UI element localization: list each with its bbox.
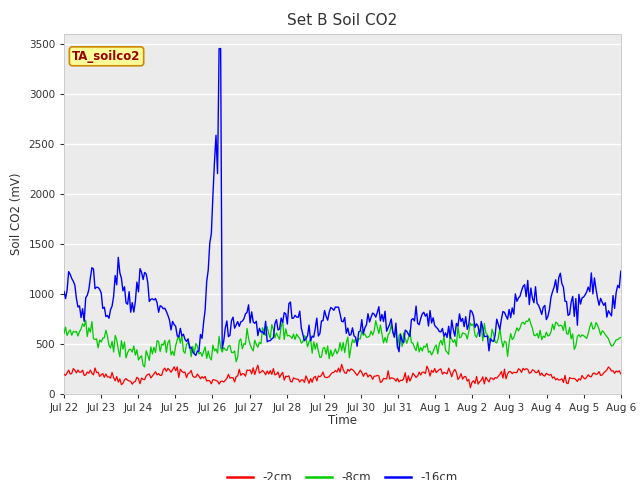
Title: Set B Soil CO2: Set B Soil CO2 [287, 13, 397, 28]
Y-axis label: Soil CO2 (mV): Soil CO2 (mV) [10, 172, 23, 255]
X-axis label: Time: Time [328, 414, 357, 427]
Text: TA_soilco2: TA_soilco2 [72, 50, 141, 63]
Legend: -2cm, -8cm, -16cm: -2cm, -8cm, -16cm [222, 466, 463, 480]
